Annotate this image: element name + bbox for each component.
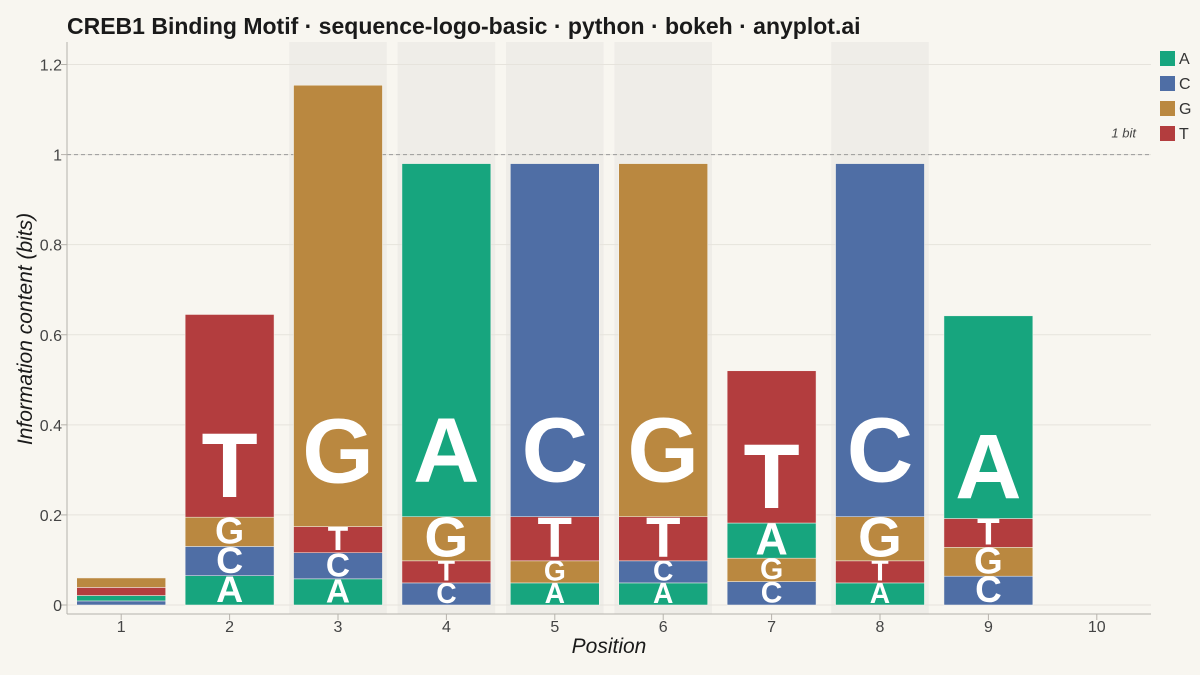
- letter-G-pos7: G: [760, 553, 783, 586]
- x-tick-label: 5: [550, 619, 559, 636]
- block-A-pos7: [726, 522, 817, 559]
- legend-label: C: [1179, 76, 1191, 93]
- x-tick-label: 3: [334, 619, 343, 636]
- y-tick-label: 1: [53, 148, 62, 165]
- block-T-pos1: [76, 587, 166, 596]
- x-tick-label: 9: [984, 619, 993, 636]
- y-tick-label: 1.2: [40, 58, 62, 75]
- letter-A-pos3: A: [326, 573, 350, 610]
- letter-C-pos5: C: [522, 399, 588, 501]
- x-tick-label: 10: [1088, 619, 1106, 636]
- block-A-pos9: [943, 315, 1034, 519]
- block-C-pos9: [943, 575, 1034, 606]
- y-tick-label: 0.4: [40, 418, 62, 435]
- letter-C-pos6: C: [653, 555, 673, 587]
- y-axis-title: Information content (bits): [14, 213, 37, 445]
- reference-line-label: 1 bit: [1111, 126, 1137, 141]
- position-stack-1: [76, 577, 166, 606]
- chart-title: CREB1 Binding Motif · sequence-logo-basi…: [67, 13, 861, 39]
- letter-A-pos8: A: [870, 577, 890, 609]
- letter-G-pos5: G: [544, 555, 566, 587]
- legend-label: G: [1179, 101, 1191, 118]
- letter-T-pos9: T: [977, 511, 1000, 552]
- letter-G-pos3: G: [302, 400, 374, 502]
- block-T-pos7: [726, 370, 817, 524]
- block-G-pos6: [618, 163, 708, 517]
- block-T-pos2: [184, 314, 275, 518]
- legend-swatch: [1160, 126, 1175, 141]
- block-G-pos2: [184, 516, 275, 547]
- x-axis-ticks: 1 2 3 4 5 6 7 8 9 10: [117, 614, 1106, 636]
- x-axis-title: Position: [572, 635, 647, 658]
- legend-item-G: G: [1160, 101, 1191, 118]
- letter-A-pos4: A: [413, 399, 479, 501]
- x-tick-label: 8: [876, 619, 885, 636]
- block-C-pos5: [510, 163, 600, 517]
- letter-C-pos8: C: [847, 399, 913, 501]
- block-A-pos2: [184, 575, 275, 606]
- y-tick-label: 0.6: [40, 328, 62, 345]
- legend-item-A: A: [1160, 51, 1190, 68]
- block-G-pos8: [835, 516, 925, 562]
- legend-item-T: T: [1160, 126, 1189, 143]
- block-A-pos1: [76, 595, 166, 602]
- y-axis-ticks: 0 0.2 0.4 0.6 0.8 1 1.2: [40, 58, 67, 615]
- x-tick-label: 1: [117, 619, 126, 636]
- x-tick-label: 6: [659, 619, 668, 636]
- block-G-pos9: [943, 547, 1034, 577]
- letter-A-pos9: A: [955, 416, 1021, 518]
- legend-item-C: C: [1160, 76, 1191, 93]
- block-C-pos2: [184, 546, 275, 576]
- letter-C-pos7: C: [761, 577, 783, 610]
- block-C-pos1: [76, 600, 166, 606]
- axes: [66, 42, 1151, 615]
- block-G-pos1: [76, 577, 166, 588]
- block-T-pos3: [293, 526, 383, 553]
- letter-A-pos6: A: [653, 577, 673, 609]
- x-tick-label: 4: [442, 619, 451, 636]
- legend-swatch: [1160, 101, 1175, 116]
- letter-T-pos2: T: [201, 415, 257, 517]
- x-tick-label: 7: [767, 619, 776, 636]
- y-tick-label: 0.2: [40, 508, 62, 525]
- letter-T-pos3: T: [328, 521, 349, 558]
- block-T-pos5: [510, 516, 600, 562]
- letter-T-pos8: T: [871, 555, 888, 587]
- block-G-pos4: [401, 516, 492, 562]
- letter-T-pos4: T: [438, 555, 455, 587]
- reference-line-group: 1 bit: [67, 126, 1151, 156]
- letter-C-pos3: C: [326, 547, 350, 584]
- y-tick-label: 0: [53, 598, 62, 615]
- letter-G-pos6: G: [627, 399, 699, 501]
- letter-A-pos5: A: [545, 577, 565, 609]
- legend-label: A: [1179, 51, 1190, 68]
- legend-swatch: [1160, 51, 1175, 66]
- letter-C-pos4: C: [436, 577, 456, 609]
- block-A-pos3: [293, 578, 383, 606]
- legend-swatch: [1160, 76, 1175, 91]
- highlight-bands: [289, 42, 929, 614]
- block-C-pos8: [835, 163, 925, 517]
- legend-label: T: [1179, 126, 1189, 143]
- block-A-pos4: [401, 163, 492, 517]
- block-G-pos3: [293, 84, 383, 527]
- letter-T-pos7: T: [743, 426, 799, 528]
- y-tick-label: 0.8: [40, 238, 62, 255]
- x-tick-label: 2: [225, 619, 234, 636]
